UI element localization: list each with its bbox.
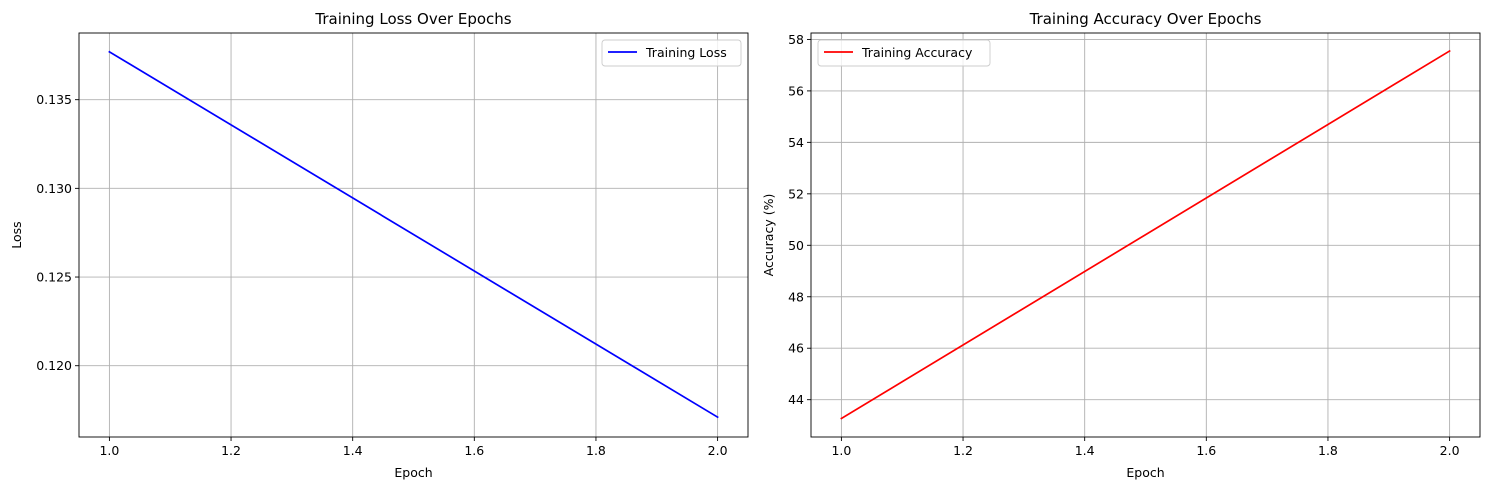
accuracy-y-tick-label: 54 (788, 135, 804, 150)
accuracy-series-line (840, 49, 1451, 420)
loss-x-tick-label: 1.2 (221, 443, 241, 458)
accuracy-chart: 1.0 1.2 1.4 1.6 1.8 2.0 44 46 48 50 52 54 56 58 Train… (761, 10, 1481, 480)
accuracy-x-tick-label: 1.6 (1196, 443, 1216, 458)
loss-series-line (108, 50, 719, 419)
loss-x-tick-label: 2.0 (708, 443, 728, 458)
accuracy-y-tick-label: 48 (788, 289, 804, 304)
loss-series (108, 50, 719, 419)
loss-x-tick-label: 1.8 (586, 443, 606, 458)
accuracy-ticks: 1.0 1.2 1.4 1.6 1.8 2.0 44 46 48 50 52 54 56 58 (788, 32, 1459, 458)
loss-x-tick-label: 1.4 (343, 443, 363, 458)
loss-y-axis-label: Loss (9, 221, 24, 248)
accuracy-x-axis-label: Epoch (1126, 465, 1164, 480)
loss-plot-frame (78, 32, 749, 438)
loss-y-tick-label: 0.120 (36, 358, 72, 373)
loss-y-tick-label: 0.135 (36, 92, 72, 107)
accuracy-chart-title: Training Accuracy Over Epochs (1029, 10, 1262, 28)
accuracy-x-tick-label: 2.0 (1440, 443, 1460, 458)
accuracy-x-tick-label: 1.2 (953, 443, 973, 458)
accuracy-legend: Training Accuracy (817, 39, 991, 67)
accuracy-y-tick-label: 46 (788, 341, 804, 356)
loss-x-axis-label: Epoch (394, 465, 432, 480)
loss-legend: Training Loss (601, 39, 742, 67)
loss-ticks: 1.0 1.2 1.4 1.6 1.8 2.0 0.120 0.125 0.130 0.135 (36, 92, 727, 458)
loss-chart: 1.0 1.2 1.4 1.6 1.8 2.0 0.120 0.125 0.130 0.135 T… (9, 10, 749, 480)
loss-x-tick-label: 1.6 (464, 443, 484, 458)
accuracy-y-axis-label: Accuracy (%) (761, 194, 776, 277)
accuracy-series (840, 49, 1451, 420)
loss-chart-title: Training Loss Over Epochs (314, 10, 511, 28)
accuracy-legend-box (817, 39, 991, 67)
accuracy-y-tick-label: 44 (788, 392, 804, 407)
accuracy-y-tick-label: 52 (788, 186, 804, 201)
accuracy-y-tick-label: 58 (788, 32, 804, 47)
accuracy-y-tick-label: 56 (788, 83, 804, 98)
loss-y-tick-label: 0.125 (36, 270, 72, 285)
accuracy-x-tick-label: 1.0 (831, 443, 851, 458)
accuracy-grid (811, 33, 1480, 437)
accuracy-y-tick-label: 50 (788, 238, 804, 253)
loss-grid (79, 33, 748, 437)
accuracy-legend-label: Training Accuracy (861, 45, 973, 60)
accuracy-x-tick-label: 1.8 (1318, 443, 1338, 458)
accuracy-plot-frame (810, 32, 1481, 438)
accuracy-x-tick-label: 1.4 (1075, 443, 1095, 458)
loss-y-tick-label: 0.130 (36, 181, 72, 196)
loss-legend-label: Training Loss (645, 45, 727, 60)
loss-legend-box (601, 39, 742, 67)
loss-x-tick-label: 1.0 (99, 443, 119, 458)
